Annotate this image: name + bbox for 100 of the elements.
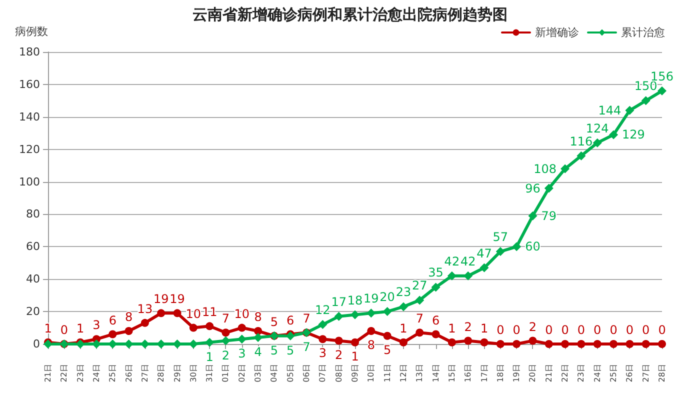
point [432, 330, 440, 338]
x-tick-label: 01日 [221, 364, 230, 382]
point [334, 336, 343, 345]
data-label: 79 [541, 208, 557, 223]
x-tick-label: 20日 [528, 364, 538, 382]
point [318, 335, 327, 344]
point [351, 338, 359, 346]
data-label: 150 [634, 79, 658, 94]
point [658, 86, 666, 96]
data-label: 1 [76, 321, 84, 336]
x-tick-label: 28日 [658, 364, 666, 382]
point [464, 271, 473, 280]
x-tick-label: 18日 [496, 364, 505, 382]
point [222, 328, 230, 337]
data-label: 0 [561, 323, 569, 337]
x-tick-label: 13日 [415, 364, 424, 382]
x-tick-label: 05日 [286, 364, 295, 382]
x-tick-label: 11日 [382, 364, 392, 382]
data-label: 47 [476, 246, 492, 260]
x-tick-label: 14日 [431, 364, 440, 382]
data-label: 144 [598, 103, 622, 118]
data-label: 1 [351, 349, 359, 364]
y-tick-label: 80 [26, 208, 40, 221]
x-tick-label: 06日 [302, 364, 312, 382]
data-label: 2 [335, 348, 343, 362]
point [173, 309, 182, 318]
data-label: 1 [44, 321, 52, 336]
data-label: 5 [286, 343, 294, 358]
point [108, 330, 117, 338]
point [350, 310, 360, 320]
data-label: 4 [254, 345, 262, 360]
data-label: 7 [222, 312, 230, 326]
point [431, 282, 440, 292]
point [512, 242, 522, 252]
x-tick-label: 10日 [366, 364, 376, 382]
data-label: 8 [124, 310, 133, 324]
data-label: 2 [464, 320, 472, 334]
data-label: 0 [610, 323, 618, 337]
point [496, 247, 505, 256]
point [626, 340, 634, 348]
point [318, 320, 328, 330]
x-tick-label: 16日 [464, 364, 473, 382]
point [416, 328, 424, 337]
point [367, 327, 376, 336]
data-label: 8 [367, 338, 375, 352]
data-label: 42 [460, 254, 476, 268]
x-tick-label: 12日 [398, 364, 408, 382]
data-label: 96 [525, 181, 540, 196]
x-tick-label: 26日 [124, 364, 134, 382]
data-label: 129 [622, 128, 645, 142]
data-label: 6 [432, 313, 440, 328]
point [398, 302, 408, 312]
x-tick-label: 24日 [92, 364, 101, 382]
x-tick-label: 21日 [44, 364, 52, 382]
legend-label: 新增确诊 [535, 26, 579, 39]
x-tick-label: 23日 [576, 364, 586, 382]
data-label: 1 [400, 321, 408, 336]
data-label: 10 [234, 306, 250, 321]
data-label: 0 [577, 323, 586, 337]
data-label: 19 [364, 292, 379, 306]
chart-title: 云南省新增确诊病例和累计治愈出院病例趋势图 [192, 6, 508, 24]
data-label: 3 [318, 346, 327, 360]
data-label: 11 [202, 305, 218, 320]
data-label: 8 [254, 310, 262, 324]
data-label: 7 [302, 312, 310, 326]
point [641, 96, 650, 106]
data-label: 20 [380, 290, 395, 304]
point [238, 324, 246, 332]
x-tick-label: 24日 [592, 364, 602, 382]
point [366, 308, 376, 318]
data-label: 19 [153, 292, 169, 306]
point [610, 340, 618, 348]
x-tick-label: 22日 [60, 364, 69, 382]
data-label: 5 [383, 342, 392, 357]
point [528, 336, 537, 345]
point [206, 322, 214, 330]
data-label: 23 [396, 285, 412, 300]
x-tick-label: 08日 [334, 364, 344, 382]
legend-label: 累计治愈 [621, 26, 665, 39]
x-tick-label: 27日 [140, 364, 150, 382]
x-tick-label: 03日 [254, 364, 263, 382]
point [334, 312, 344, 321]
point [560, 164, 570, 174]
y-tick-label: 60 [26, 240, 40, 254]
point [189, 324, 198, 332]
data-label: 7 [416, 312, 424, 326]
data-label: 0 [545, 323, 553, 337]
x-tick-label: 21日 [544, 364, 554, 382]
y-tick-label: 120 [19, 142, 40, 156]
point [528, 211, 538, 220]
point [577, 340, 586, 348]
x-tick-label: 23日 [76, 364, 85, 382]
x-tick-label: 22日 [560, 364, 570, 382]
point [576, 151, 586, 160]
data-label: 42 [444, 254, 460, 268]
x-tick-label: 30日 [188, 364, 198, 382]
point [140, 318, 149, 327]
data-label: 0 [496, 323, 504, 337]
x-tick-label: 31日 [205, 364, 214, 382]
data-label: 60 [525, 240, 540, 254]
